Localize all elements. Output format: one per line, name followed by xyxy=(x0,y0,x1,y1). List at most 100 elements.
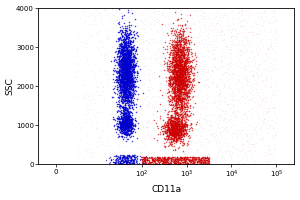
Point xyxy=(125,110,130,113)
Point xyxy=(123,116,128,120)
Point xyxy=(123,70,128,73)
Point xyxy=(183,125,188,129)
Point xyxy=(175,82,180,85)
Point xyxy=(185,113,190,116)
Point xyxy=(199,157,204,160)
Point xyxy=(121,159,126,162)
Point xyxy=(177,96,182,100)
Point xyxy=(186,88,190,91)
Point xyxy=(125,66,130,69)
Point xyxy=(136,94,141,98)
Point xyxy=(121,92,126,96)
Point xyxy=(164,88,169,92)
Point xyxy=(119,122,124,125)
Point xyxy=(172,117,177,120)
Point xyxy=(179,104,184,107)
Point xyxy=(182,72,186,75)
Point xyxy=(127,118,132,121)
Point xyxy=(178,31,183,35)
Point xyxy=(125,56,130,59)
Point xyxy=(123,58,128,61)
Point xyxy=(175,68,179,72)
Point xyxy=(172,128,177,131)
Point xyxy=(182,158,186,161)
Point xyxy=(127,67,131,70)
Point xyxy=(130,160,135,163)
Point xyxy=(125,50,130,54)
Point xyxy=(127,85,132,88)
Point xyxy=(101,23,106,26)
Point xyxy=(150,163,154,166)
Point xyxy=(116,83,121,86)
Point xyxy=(155,61,160,64)
Point xyxy=(178,72,182,75)
Point xyxy=(173,139,178,142)
Point xyxy=(123,124,128,127)
Point xyxy=(171,119,176,123)
Point xyxy=(123,125,128,128)
Point xyxy=(176,124,180,127)
Point xyxy=(166,129,171,132)
Point xyxy=(176,131,181,134)
Point xyxy=(126,118,131,122)
Point xyxy=(128,65,133,68)
Point xyxy=(125,74,130,77)
Point xyxy=(173,55,178,58)
Point xyxy=(121,83,125,87)
Point xyxy=(187,143,192,146)
Point xyxy=(140,157,145,160)
Point xyxy=(174,82,179,85)
Point xyxy=(127,69,132,72)
Point xyxy=(192,42,197,45)
Point xyxy=(181,69,186,72)
Point xyxy=(205,140,210,143)
Point xyxy=(209,133,214,136)
Point xyxy=(248,143,253,146)
Point xyxy=(100,143,105,146)
Point xyxy=(271,126,276,129)
Point xyxy=(181,83,186,86)
Point xyxy=(174,50,179,54)
Point xyxy=(116,59,121,62)
Point xyxy=(126,101,131,105)
Point xyxy=(272,149,277,152)
Point xyxy=(182,160,186,163)
Point xyxy=(122,89,126,92)
Point xyxy=(190,160,194,163)
Point xyxy=(180,126,184,129)
Point xyxy=(121,105,125,108)
Point xyxy=(189,99,194,102)
Point xyxy=(124,84,129,87)
Point xyxy=(95,32,100,35)
Point xyxy=(185,52,190,55)
Point xyxy=(178,128,183,131)
Point xyxy=(191,85,196,88)
Point xyxy=(173,63,178,67)
Point xyxy=(169,62,174,65)
Point xyxy=(118,140,123,143)
Point xyxy=(200,156,205,160)
Point xyxy=(235,35,240,38)
Point xyxy=(174,137,179,141)
Point xyxy=(182,70,187,73)
Point xyxy=(183,81,188,84)
Point xyxy=(220,110,225,113)
Point xyxy=(185,86,190,89)
Point xyxy=(195,138,200,141)
Point xyxy=(185,79,190,82)
Point xyxy=(194,161,199,165)
Point xyxy=(129,84,134,87)
Point xyxy=(173,78,178,81)
Point xyxy=(186,56,190,59)
Point xyxy=(125,63,130,66)
Point xyxy=(264,95,269,99)
Point xyxy=(202,78,206,81)
Point xyxy=(162,160,167,163)
Point xyxy=(193,35,197,38)
Point xyxy=(167,156,171,159)
Point xyxy=(176,93,181,96)
Point xyxy=(151,96,155,99)
Point xyxy=(172,59,177,62)
Point xyxy=(271,127,276,130)
Point xyxy=(165,62,170,65)
